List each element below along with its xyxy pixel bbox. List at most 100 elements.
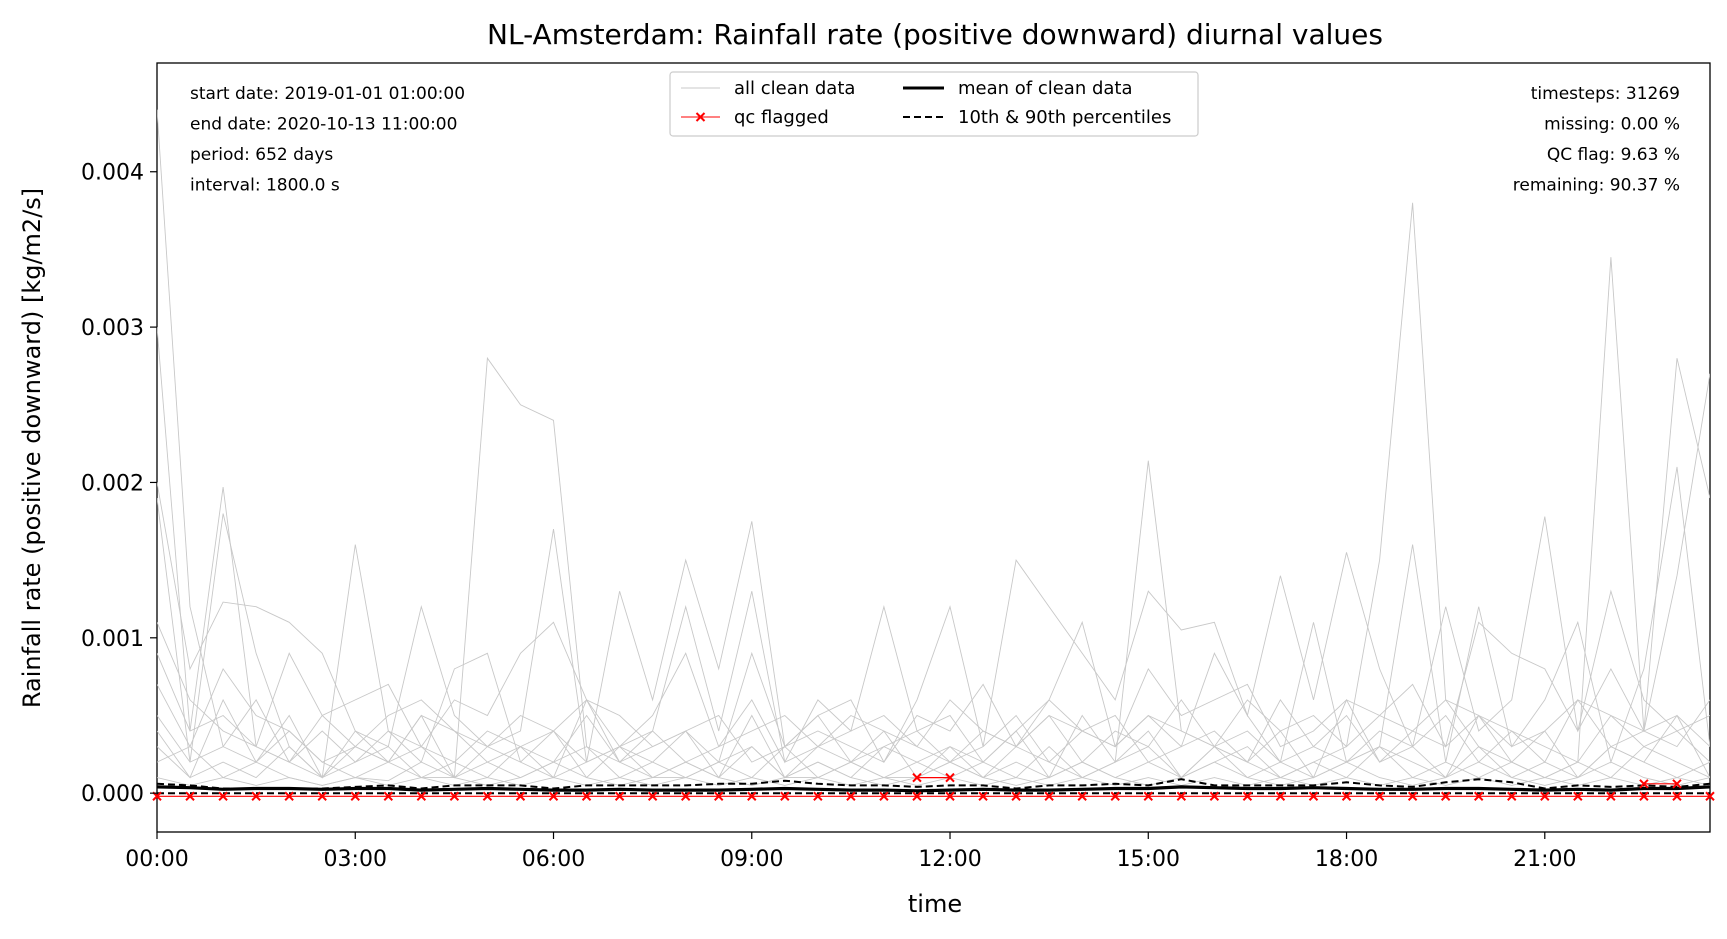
mean-line <box>156 785 1711 793</box>
qc-flagged-marker-7 <box>383 791 394 801</box>
clean-data-line-6 <box>157 699 1710 763</box>
y-tick-label: 0.002 <box>81 471 144 496</box>
qc-flagged-marker-22 <box>879 791 889 801</box>
mean-line-group <box>156 785 1711 793</box>
qc-flagged-marker-36 <box>1341 791 1352 801</box>
info-right-line-2: QC flag: 9.63 % <box>1547 145 1680 165</box>
qc-flagged-marker-14 <box>614 791 625 801</box>
qc-flagged-marker-15 <box>647 791 658 801</box>
qc-flagged-marker-43 <box>1573 791 1583 801</box>
qc-flagged-marker-42 <box>1540 791 1550 801</box>
info-left-line-0: start date: 2019-01-01 01:00:00 <box>190 84 465 104</box>
clean-data-line-11 <box>157 698 1710 779</box>
qc-flagged-marker-47 <box>1705 791 1715 801</box>
qc-flagged-marker-33 <box>1242 791 1253 801</box>
y-axis-label: Rainfall rate (positive downward) [kg/m2… <box>18 188 46 708</box>
qc-flagged-marker-11 <box>515 791 526 801</box>
y-axis-ticks: 0.000 0.001 0.002 0.003 0.004 <box>81 161 157 807</box>
qc-flagged-marker-49 <box>945 772 955 783</box>
clean-data-line-9 <box>157 652 1710 748</box>
qc-flagged-marker-18 <box>747 791 757 801</box>
qc-flagged-marker-40 <box>1473 791 1484 801</box>
info-right-line-3: remaining: 90.37 % <box>1513 176 1680 196</box>
x-tick-label: 12:00 <box>918 847 981 872</box>
clean-data-lines <box>157 109 1710 786</box>
qc-flagged-markers <box>152 772 1715 801</box>
qc-flagged-marker-46 <box>1672 791 1682 801</box>
qc-flagged-marker-24 <box>945 791 955 801</box>
qc-flagged-marker-44 <box>1606 791 1616 801</box>
qc-flagged-marker-8 <box>416 791 427 801</box>
clean-data-line-10 <box>157 777 1710 786</box>
info-right-line-0: timesteps: 31269 <box>1531 84 1680 104</box>
info-right-panel: timesteps: 31269 missing: 0.00 % QC flag: … <box>1513 84 1680 196</box>
x-axis-ticks: 00:00 03:00 06:00 09:00 12:00 15:00 18:00 21:00 <box>125 832 1576 872</box>
x-tick-label: 06:00 <box>522 847 585 872</box>
qc-flagged-marker-16 <box>680 791 691 801</box>
qc-flagged-marker-25 <box>978 791 988 801</box>
x-axis-label: time <box>908 890 962 918</box>
qc-flagged-marker-41 <box>1507 791 1517 801</box>
x-tick-label: 15:00 <box>1117 847 1180 872</box>
qc-flagged-marker-3 <box>251 791 261 801</box>
clean-data-line-7 <box>157 745 1710 779</box>
qc-flagged-marker-38 <box>1407 791 1418 801</box>
qc-flagged-marker-39 <box>1440 791 1451 801</box>
qc-flagged-marker-51 <box>1672 779 1682 789</box>
plot-area-frame <box>156 62 1711 833</box>
qc-flagged-marker-27 <box>1044 791 1054 801</box>
legend-label-percentile: 10th & 90th percentiles <box>958 107 1171 128</box>
x-tick-label: 09:00 <box>720 847 783 872</box>
y-tick-label: 0.000 <box>81 782 144 807</box>
qc-flagged-marker-29 <box>1110 791 1120 801</box>
qc-flagged-marker-17 <box>714 791 724 801</box>
legend-box <box>669 71 1199 137</box>
qc-flagged-marker-13 <box>581 791 592 801</box>
qc-flagged-marker-1 <box>185 791 195 801</box>
info-left-line-3: interval: 1800.0 s <box>190 176 340 196</box>
qc-flagged-marker-32 <box>1209 791 1220 801</box>
qc-flagged-marker-9 <box>449 791 460 801</box>
legend-label-mean: mean of clean data <box>958 78 1133 99</box>
qc-flagged-marker-48 <box>912 772 922 783</box>
qc-flagged-marker-6 <box>350 791 360 801</box>
qc-flagged-marker-5 <box>317 791 327 801</box>
qc-flagged-marker-50 <box>1639 779 1649 789</box>
info-right-line-1: missing: 0.00 % <box>1544 115 1680 135</box>
percentile-90-line <box>156 778 1711 790</box>
legend-marker-qc <box>695 112 706 122</box>
legend: all clean data qc flagged mean of clean … <box>669 71 1199 137</box>
y-tick-label: 0.004 <box>81 161 144 186</box>
qc-flagged-marker-2 <box>218 791 228 801</box>
clean-data-line-2 <box>157 373 1710 763</box>
qc-flagged-marker-19 <box>780 791 790 801</box>
info-left-panel: start date: 2019-01-01 01:00:00 end date:… <box>190 84 465 196</box>
percentile-lines <box>156 778 1711 795</box>
chart-title: NL-Amsterdam: Rainfall rate (positive do… <box>487 18 1383 51</box>
legend-label-clean: all clean data <box>734 78 855 99</box>
qc-flagged-marker-37 <box>1374 791 1385 801</box>
x-tick-label: 03:00 <box>324 847 387 872</box>
x-tick-label: 00:00 <box>125 847 188 872</box>
info-left-line-2: period: 652 days <box>190 145 333 165</box>
info-left-line-1: end date: 2020-10-13 11:00:00 <box>190 115 457 135</box>
qc-flagged-marker-10 <box>482 791 493 801</box>
qc-flagged-marker-23 <box>912 791 922 801</box>
qc-flagged-marker-45 <box>1639 791 1649 801</box>
legend-label-qc: qc flagged <box>734 107 829 128</box>
qc-flagged-marker-4 <box>284 791 294 801</box>
qc-flagged-marker-20 <box>813 791 823 801</box>
qc-flagged-marker-12 <box>548 791 559 801</box>
y-tick-label: 0.001 <box>81 627 144 652</box>
qc-flagged-marker-21 <box>846 791 856 801</box>
qc-flagged-marker-34 <box>1275 791 1286 801</box>
qc-flagged-marker-30 <box>1143 791 1153 801</box>
clean-data-line-8 <box>157 730 1710 779</box>
qc-flagged-marker-35 <box>1308 791 1319 801</box>
x-tick-label: 18:00 <box>1315 847 1378 872</box>
qc-flagged-marker-31 <box>1176 791 1187 801</box>
qc-flagged-marker-26 <box>1011 791 1021 801</box>
x-tick-label: 21:00 <box>1513 847 1576 872</box>
qc-flagged-marker-28 <box>1077 791 1087 801</box>
